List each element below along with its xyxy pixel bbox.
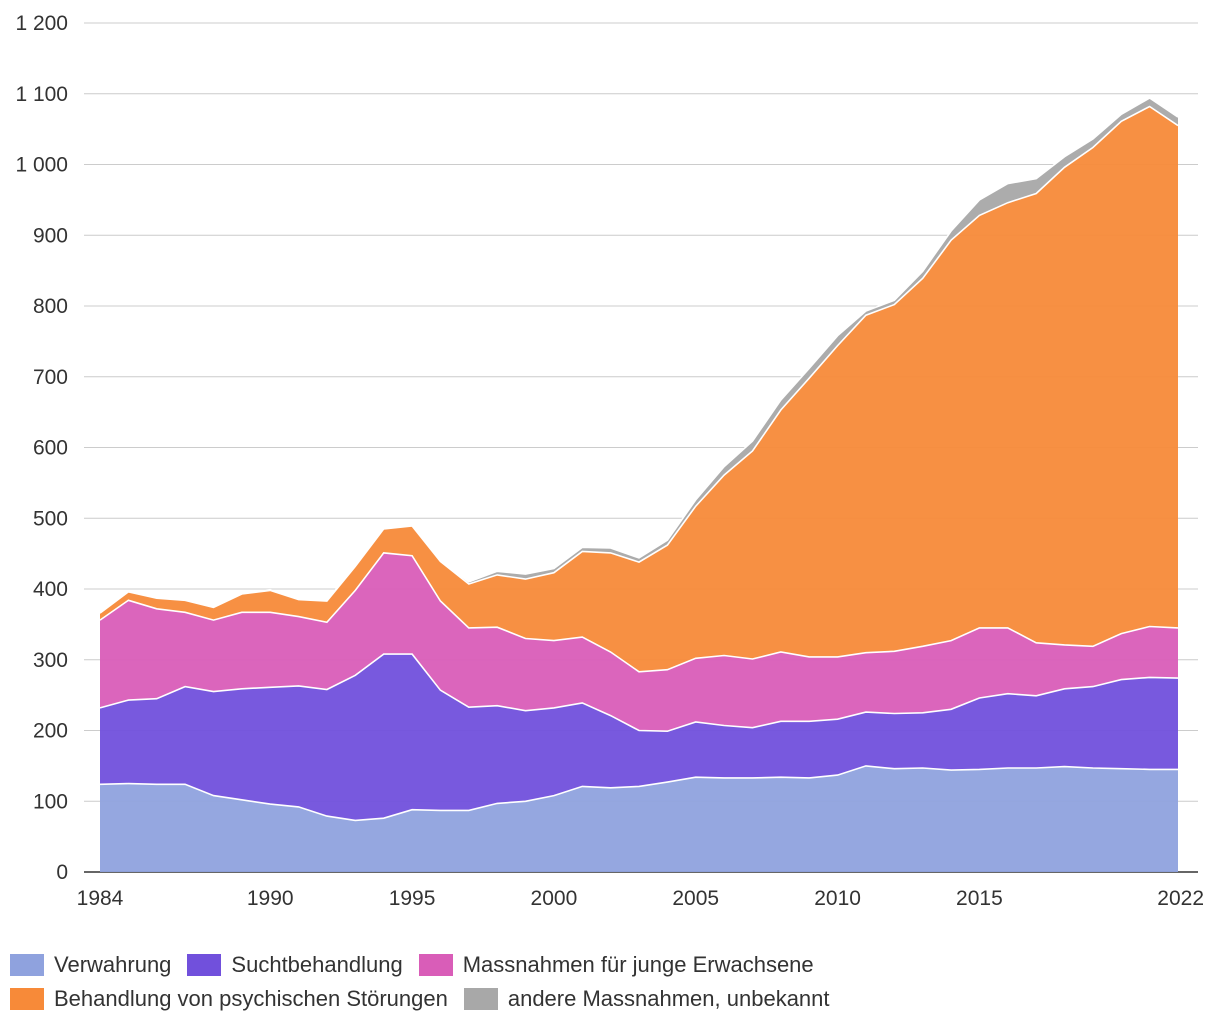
legend-label: andere Massnahmen, unbekannt [507,986,830,1011]
y-tick-label: 500 [33,507,68,530]
legend-label: Suchtbehandlung [231,952,403,977]
y-tick-label: 600 [33,437,68,460]
series-outlines [99,97,1179,822]
legend-swatch [418,954,453,976]
x-tick-label: 1995 [389,887,436,910]
y-tick-label: 900 [33,224,68,247]
legend-item-suchtbehandlung: Suchtbehandlung [187,952,403,978]
legend-swatch [463,988,498,1010]
legend-label: Verwahrung [54,952,172,977]
area-series-2 [100,654,1178,821]
series-top-line-1 [99,765,1178,822]
y-tick-label: 200 [33,720,68,743]
legend-swatch [10,988,44,1010]
x-tick-label: 2000 [531,887,578,910]
y-tick-label: 700 [33,366,68,389]
y-tick-label: 1 000 [15,154,68,177]
x-tick-label: 2005 [672,887,719,910]
x-tick-label: 2022 [1157,887,1204,910]
legend-row-1: Verwahrung Suchtbehandlung Massnahmen fü… [10,948,1210,982]
legend-item-verwahrung: Verwahrung [10,952,171,978]
x-tick-label: 2010 [814,887,861,910]
legend: Verwahrung Suchtbehandlung Massnahmen fü… [10,948,1210,1016]
y-tick-label: 1 100 [15,83,68,106]
stacked-area-chart: 0 100 200 300 400 500 600 700 800 900 1 000 1 100 1 … [15,12,1204,910]
legend-swatch [10,954,44,976]
legend-item-psychische-stoerungen: Behandlung von psychischen Störungen [10,986,448,1012]
series-top-line-2 [99,653,1179,733]
legend-item-andere-massnahmen: andere Massnahmen, unbekannt [463,986,830,1012]
y-axis-tick-labels: 0 100 200 300 400 500 600 700 800 900 1 000 1 100 1 … [15,12,68,884]
series-top-line-3 [99,552,1179,673]
y-tick-label: 0 [56,861,68,884]
legend-item-massnahmen-junge-erwachsene: Massnahmen für junge Erwachsene [418,952,814,978]
x-tick-label: 1984 [77,887,124,910]
legend-label: Behandlung von psychischen Störungen [54,986,448,1011]
legend-row-2: Behandlung von psychischen Störungen and… [10,982,1210,1016]
x-axis-tick-labels: 1984 1990 1995 2000 2005 2010 2015 2022 [77,887,1204,910]
area-series-1 [100,765,1178,872]
y-tick-label: 800 [33,295,68,318]
y-tick-label: 300 [33,649,68,672]
area-series-4 [100,106,1178,672]
legend-swatch [187,954,222,976]
y-tick-label: 100 [33,790,68,813]
y-tick-label: 1 200 [15,12,68,35]
x-tick-label: 2015 [956,887,1003,910]
legend-label: Massnahmen für junge Erwachsene [462,952,814,977]
y-tick-label: 400 [33,578,68,601]
series-top-line-5 [99,97,1179,613]
area-series-3 [100,552,1178,732]
x-tick-label: 1990 [247,887,294,910]
series-areas [100,98,1178,872]
